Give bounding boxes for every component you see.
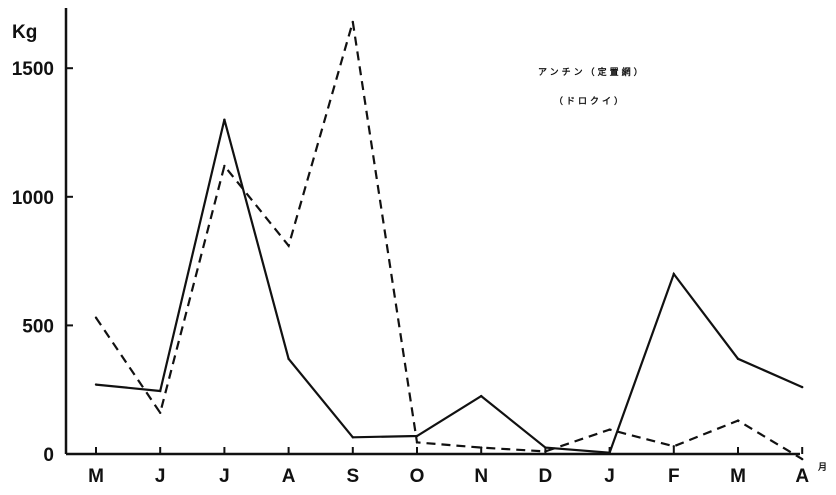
data-point-dashed [672, 445, 675, 448]
data-point-solid [480, 394, 483, 398]
data-point-solid [544, 446, 547, 449]
annotation-line-2: （ドロクイ） [554, 96, 626, 107]
data-point-dashed [223, 164, 226, 168]
data-point-solid [287, 357, 290, 361]
x-tick-label: F [668, 466, 680, 487]
data-point-solid [608, 451, 611, 454]
x-tick-label: D [539, 466, 553, 487]
data-point-solid [801, 385, 804, 389]
x-tick-label: S [346, 466, 359, 487]
data-point-solid [351, 436, 354, 439]
data-point-dashed [415, 441, 419, 444]
series-lines [94, 20, 804, 461]
data-point-solid [672, 272, 675, 276]
y-tick-label: 500 [22, 316, 54, 337]
x-tick-label: J [604, 466, 615, 487]
x-tick-label: A [282, 466, 296, 487]
data-point-dashed [287, 244, 290, 247]
y-axis: 0 500 1000 1500 [12, 8, 73, 466]
x-tick-label: J [155, 466, 166, 487]
series-line-solid [95, 119, 803, 454]
data-point-dashed [608, 428, 611, 431]
x-tick-label: M [730, 466, 746, 487]
series-line-dashed [95, 21, 803, 461]
x-axis-unit-label: 月 [817, 462, 830, 473]
data-point-solid [159, 389, 162, 393]
data-point-dashed [736, 419, 740, 422]
data-point-dashed [480, 446, 483, 449]
x-tick-label: J [219, 466, 230, 487]
y-axis-unit-label: Kg [12, 22, 37, 43]
data-point-dashed [159, 411, 162, 415]
data-point-solid [94, 383, 98, 386]
data-point-dashed [94, 316, 98, 319]
data-point-solid [415, 434, 419, 438]
data-point-solid [736, 357, 740, 361]
y-tick-label: 1000 [12, 188, 54, 209]
x-tick-label: M [88, 466, 104, 487]
data-point-dashed [544, 450, 547, 453]
x-tick-label: N [474, 466, 488, 487]
x-tick-label: A [795, 466, 809, 487]
data-point-dashed [351, 20, 354, 24]
y-tick-label: 0 [43, 445, 54, 466]
annotation-line-1: アンチン（定置網） [538, 66, 646, 78]
data-point-solid [223, 118, 226, 121]
data-point-dashed [801, 457, 804, 461]
x-tick-label: O [410, 466, 425, 487]
y-tick-label: 1500 [12, 59, 54, 80]
